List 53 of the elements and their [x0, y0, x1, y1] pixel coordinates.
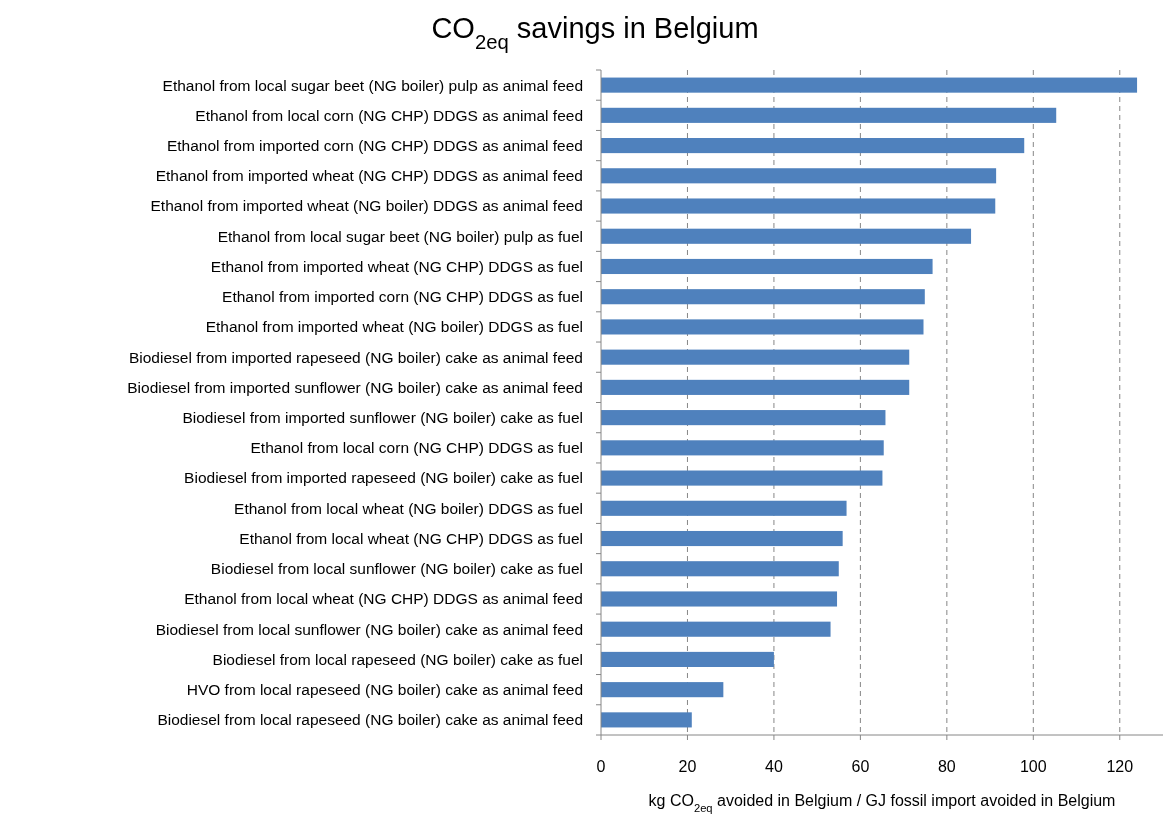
y-tick-label: Ethanol from imported wheat (NG CHP) DDGS as animal feed [155, 167, 583, 185]
y-tick-label: Biodiesel from imported rapeseed (NG boiler) cake as animal feed [128, 348, 583, 366]
bar [601, 591, 838, 607]
y-tick-label: Biodiesel from local rapeseed (NG boiler) cake as animal feed [157, 711, 583, 729]
y-tick-label: Ethanol from local corn (NG CHP) DDGS as fuel [250, 439, 583, 457]
chart-title: CO$_{2eq}$ savings in Belgium [431, 12, 759, 53]
bar [601, 410, 886, 426]
bar [601, 138, 1025, 154]
x-tick-label: 120 [1106, 758, 1134, 775]
y-tick-label: Ethanol from local wheat (NG boiler) DDGS as fuel [234, 499, 583, 517]
x-tick-label: 100 [1019, 758, 1047, 775]
bar [601, 470, 883, 486]
bar [601, 379, 910, 395]
bar [601, 440, 884, 456]
x-tick-label: 40 [765, 758, 783, 775]
x-tick-label: 80 [937, 758, 956, 775]
bar [601, 712, 692, 728]
bar [601, 621, 831, 637]
bar [601, 651, 774, 667]
y-tick-label: Biodiesel from imported rapeseed (NG boiler) cake as fuel [184, 469, 583, 487]
y-tick-label: HVO from local rapeseed (NG boiler) cake as animal feed [186, 681, 583, 699]
bar [601, 530, 843, 547]
y-tick-label: Ethanol from imported wheat (NG boiler) DDGS as fuel [205, 318, 583, 336]
y-tick-label: Ethanol from local wheat (NG CHP) DDGS as animal feed [184, 590, 583, 608]
bar [601, 349, 910, 365]
y-tick-label: Ethanol from imported corn (NG CHP) DDGS as animal feed [166, 136, 583, 154]
bar [601, 107, 1057, 123]
bar [601, 682, 724, 698]
y-tick-label: Biodiesel from imported sunflower (NG boiler) cake as fuel [182, 409, 583, 427]
bar [601, 198, 996, 214]
x-tick-label: 60 [851, 758, 870, 775]
y-tick-label: Biodiesel from local rapeseed (NG boiler) cake as fuel [212, 650, 583, 668]
bar [601, 77, 1138, 93]
y-tick-label: Biodiesel from local sunflower (NG boiler) cake as animal feed [155, 620, 583, 638]
y-tick-label: Ethanol from local sugar beet (NG boiler) pulp as animal feed [162, 76, 583, 94]
bar [601, 168, 997, 184]
bar [601, 500, 847, 516]
y-tick-label: Ethanol from imported wheat (NG CHP) DDGS as fuel [210, 257, 583, 275]
y-tick-label: Biodiesel from local sunflower (NG boiler) cake as fuel [210, 560, 583, 578]
y-tick-label: Biodiesel from imported sunflower (NG boiler) cake as animal feed [127, 378, 583, 396]
x-tick-label: 20 [678, 758, 697, 775]
bar [601, 319, 924, 335]
y-tick-label: Ethanol from local corn (NG CHP) DDGS as animal feed [195, 106, 583, 124]
y-tick-label: Ethanol from local sugar beet (NG boiler) pulp as fuel [217, 227, 583, 245]
y-tick-label: Ethanol from imported wheat (NG boiler) DDGS as animal feed [150, 197, 583, 215]
bar [601, 228, 972, 244]
bar [601, 289, 925, 305]
y-tick-label: Ethanol from imported corn (NG CHP) DDGS as fuel [222, 288, 583, 306]
x-tick-label: 0 [596, 758, 606, 775]
y-tick-label: Ethanol from local wheat (NG CHP) DDGS as fuel [239, 529, 583, 547]
bar [601, 561, 839, 577]
bar [601, 258, 933, 275]
x-axis-title: kg CO$_{2eq}$ avoided in Belgium / GJ fossil import avoided in Belgium [648, 792, 1116, 814]
